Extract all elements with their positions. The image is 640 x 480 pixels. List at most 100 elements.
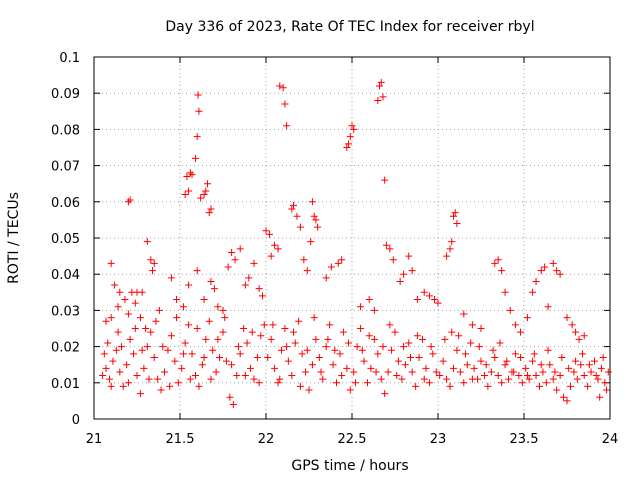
x-tick-label: 22 [258,432,275,447]
plot-frame [93,56,611,420]
data-point [219,306,227,314]
data-point [446,382,454,390]
data-point [455,332,463,340]
data-point [171,357,179,365]
data-point [200,296,208,304]
data-point [241,281,249,289]
data-point [111,281,119,289]
data-point [212,368,220,376]
data-point [185,281,193,289]
data-point [133,372,141,380]
data-point [100,350,108,358]
data-point [553,267,561,275]
data-point [491,353,499,361]
data-point [312,335,320,343]
data-point [186,169,194,177]
data-point [257,332,265,340]
x-tick-label: 23 [430,432,447,447]
data-point [468,375,476,383]
data-point [511,350,519,358]
data-point [587,368,595,376]
data-point [338,372,346,380]
data-point [415,353,423,361]
data-point [343,144,351,151]
data-point [271,241,279,249]
data-point [185,187,193,195]
data-point [209,346,217,354]
y-tick-label: 0.1 [59,51,80,66]
data-point [601,379,609,387]
x-tick-label: 21.5 [166,432,195,447]
data-point [515,372,523,380]
data-point [372,368,380,376]
data-point [468,321,476,329]
data-point [173,314,181,322]
data-point [413,332,421,340]
data-point [518,379,526,387]
data-point [517,328,525,336]
data-point [143,343,151,351]
data-point [573,375,581,383]
data-point [178,364,186,372]
data-point [439,357,447,365]
data-point [523,372,531,380]
data-point [303,346,311,354]
data-point [317,368,325,376]
y-tick-label: 0.04 [51,268,80,283]
data-point [155,306,163,314]
y-tick-label: 0.09 [51,87,80,102]
data-point [188,350,196,358]
data-point [159,343,167,351]
data-point [460,379,468,387]
data-point [210,285,218,293]
data-point [553,386,561,394]
data-point [279,84,287,92]
chart-title: Day 336 of 2023, Rate Of TEC Index for r… [165,19,534,35]
data-point [130,350,138,358]
data-point [102,364,110,372]
data-point [446,245,454,253]
data-point [592,372,600,380]
data-point [585,361,593,369]
data-point [145,375,153,383]
data-point [467,339,475,347]
data-point [603,386,611,394]
data-point [350,368,358,376]
data-point [544,346,552,354]
data-point [451,209,459,217]
data-point [470,364,478,372]
data-point [408,267,416,275]
data-point [116,288,124,296]
data-point [532,372,540,380]
data-point [525,375,533,383]
data-point [207,277,215,285]
data-point [310,212,318,220]
data-point [408,368,416,376]
data-point [138,288,146,296]
data-point [173,296,181,304]
data-point [532,277,540,285]
data-point [221,314,229,322]
data-point [343,364,351,372]
data-point [114,303,122,311]
data-point [202,187,210,195]
data-point [374,350,382,358]
y-tick-label: 0 [72,413,80,428]
data-point [214,335,222,343]
data-point [549,259,557,267]
data-point [245,274,253,282]
data-point [143,238,151,246]
data-point [584,382,592,390]
data-point [420,375,428,383]
data-point [563,397,571,405]
data-point [202,335,210,343]
data-point [379,93,387,101]
data-point [131,299,139,307]
data-point [161,368,169,376]
y-axis-ticks: 0 0.01 0.02 0.03 0.04 0.05 0.06 0.07 0.08 0.09 0.1 [51,51,610,428]
data-point [107,259,115,267]
data-point [489,346,497,354]
data-point [353,343,361,351]
data-point [505,375,513,383]
data-point [580,332,588,340]
